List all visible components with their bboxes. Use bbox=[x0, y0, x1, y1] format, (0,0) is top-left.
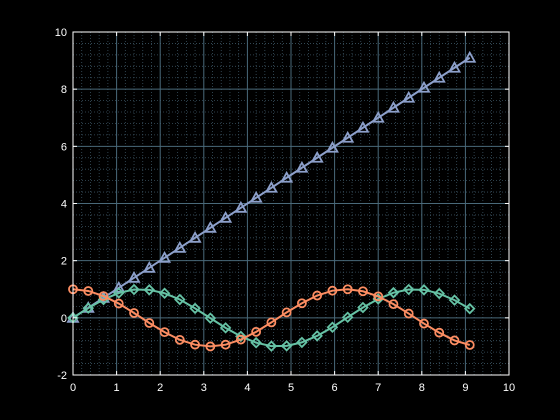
circle-marker bbox=[388, 299, 399, 310]
triangle-marker bbox=[280, 170, 294, 183]
x-tick-label: 4 bbox=[244, 382, 250, 394]
diamond-marker bbox=[174, 293, 186, 306]
circle-marker bbox=[419, 318, 429, 329]
triangle-marker bbox=[142, 260, 156, 273]
circle-marker bbox=[205, 341, 216, 352]
circle-marker bbox=[235, 334, 246, 345]
circle-marker bbox=[281, 307, 292, 318]
triangle-marker bbox=[295, 160, 309, 173]
y-tick-label: 8 bbox=[61, 84, 67, 96]
circle-marker bbox=[83, 286, 94, 296]
x-tick-label: 3 bbox=[201, 382, 207, 394]
circle-marker bbox=[449, 335, 460, 346]
diamond-marker bbox=[387, 286, 400, 299]
triangle-marker bbox=[341, 130, 355, 143]
circle-marker bbox=[144, 318, 155, 328]
diamond-marker bbox=[113, 287, 125, 299]
x-tick-label: 2 bbox=[157, 382, 163, 394]
triangle-marker bbox=[447, 60, 462, 73]
triangle-marker bbox=[173, 240, 187, 253]
diamond-marker bbox=[235, 330, 247, 343]
circle-marker bbox=[358, 286, 368, 297]
diamond-marker bbox=[341, 311, 354, 324]
diamond-marker bbox=[280, 340, 293, 352]
circle-marker bbox=[342, 284, 353, 295]
diamond-marker bbox=[82, 302, 95, 314]
axis-ticks bbox=[72, 31, 510, 376]
circle-marker bbox=[190, 339, 200, 350]
circle-marker bbox=[266, 317, 277, 328]
triangle-marker bbox=[325, 140, 339, 153]
circle-marker bbox=[251, 326, 262, 337]
triangle-marker bbox=[188, 230, 202, 243]
circle-marker bbox=[296, 298, 307, 309]
diamond-marker bbox=[326, 321, 339, 334]
circle-marker bbox=[464, 340, 475, 350]
y-tick-label: 10 bbox=[55, 27, 67, 39]
diamond-marker bbox=[402, 283, 415, 296]
triangle-marker bbox=[264, 180, 278, 193]
y-tick-label: 6 bbox=[61, 141, 67, 153]
diamond-marker bbox=[158, 287, 171, 300]
triangle-marker bbox=[219, 210, 233, 223]
series-triangle bbox=[66, 50, 477, 323]
triangle-marker bbox=[112, 280, 126, 293]
diamond-marker bbox=[448, 294, 461, 306]
triangle-marker bbox=[158, 250, 172, 263]
circle-marker bbox=[98, 291, 109, 302]
diamond-marker bbox=[189, 302, 201, 315]
circle-marker bbox=[159, 327, 170, 338]
diamond-marker bbox=[143, 284, 156, 296]
x-tick-label: 7 bbox=[375, 382, 381, 394]
y-tick-label: -2 bbox=[57, 370, 67, 382]
diamond-marker bbox=[219, 322, 232, 334]
y-tick-label: 0 bbox=[61, 313, 67, 325]
y-tick-label: 2 bbox=[61, 256, 67, 268]
x-tick-label: 10 bbox=[503, 382, 515, 394]
diamond-marker bbox=[296, 336, 308, 349]
circle-marker bbox=[373, 291, 384, 302]
diamond-marker bbox=[265, 340, 278, 352]
diamond-marker bbox=[418, 284, 430, 296]
diamond-marker bbox=[433, 287, 446, 300]
y-tick-label: 4 bbox=[61, 199, 67, 211]
circle-marker bbox=[434, 327, 445, 338]
diamond-marker bbox=[204, 312, 217, 324]
diamond-marker bbox=[311, 330, 323, 342]
triangle-marker bbox=[463, 50, 477, 63]
circle-marker bbox=[129, 308, 139, 318]
triangle-marker bbox=[310, 150, 324, 163]
x-tick-labels: 0 1 2 3 4 5 6 7 8 9 10 bbox=[70, 382, 515, 394]
x-tick-label: 5 bbox=[288, 382, 294, 394]
diamond-marker bbox=[250, 336, 262, 349]
triangle-marker bbox=[386, 100, 400, 113]
y-tick-labels: -2 0 2 4 6 8 10 bbox=[55, 27, 67, 382]
triangle-marker bbox=[234, 200, 248, 213]
triangle-marker bbox=[249, 190, 263, 203]
diamond-marker bbox=[463, 302, 476, 315]
x-tick-label: 6 bbox=[332, 382, 338, 394]
circle-marker bbox=[174, 334, 185, 345]
diamond-marker bbox=[128, 283, 140, 296]
circle-marker bbox=[327, 285, 338, 296]
diamond-marker bbox=[357, 301, 369, 314]
series-line bbox=[72, 288, 471, 348]
x-tick-label: 0 bbox=[70, 382, 76, 394]
x-tick-label: 8 bbox=[419, 382, 425, 394]
triangle-marker bbox=[356, 120, 370, 133]
circle-marker bbox=[220, 339, 231, 350]
triangle-marker bbox=[402, 90, 416, 103]
circle-marker bbox=[113, 298, 124, 309]
triangle-marker bbox=[432, 70, 446, 83]
circle-marker bbox=[403, 308, 414, 319]
circle-marker bbox=[312, 290, 323, 301]
x-tick-label: 1 bbox=[114, 382, 120, 394]
triangle-marker bbox=[417, 80, 431, 93]
triangle-marker bbox=[203, 220, 217, 233]
triangle-marker bbox=[127, 270, 141, 283]
series-diamond bbox=[67, 283, 476, 352]
triangle-marker bbox=[371, 110, 385, 123]
x-tick-label: 9 bbox=[462, 382, 468, 394]
